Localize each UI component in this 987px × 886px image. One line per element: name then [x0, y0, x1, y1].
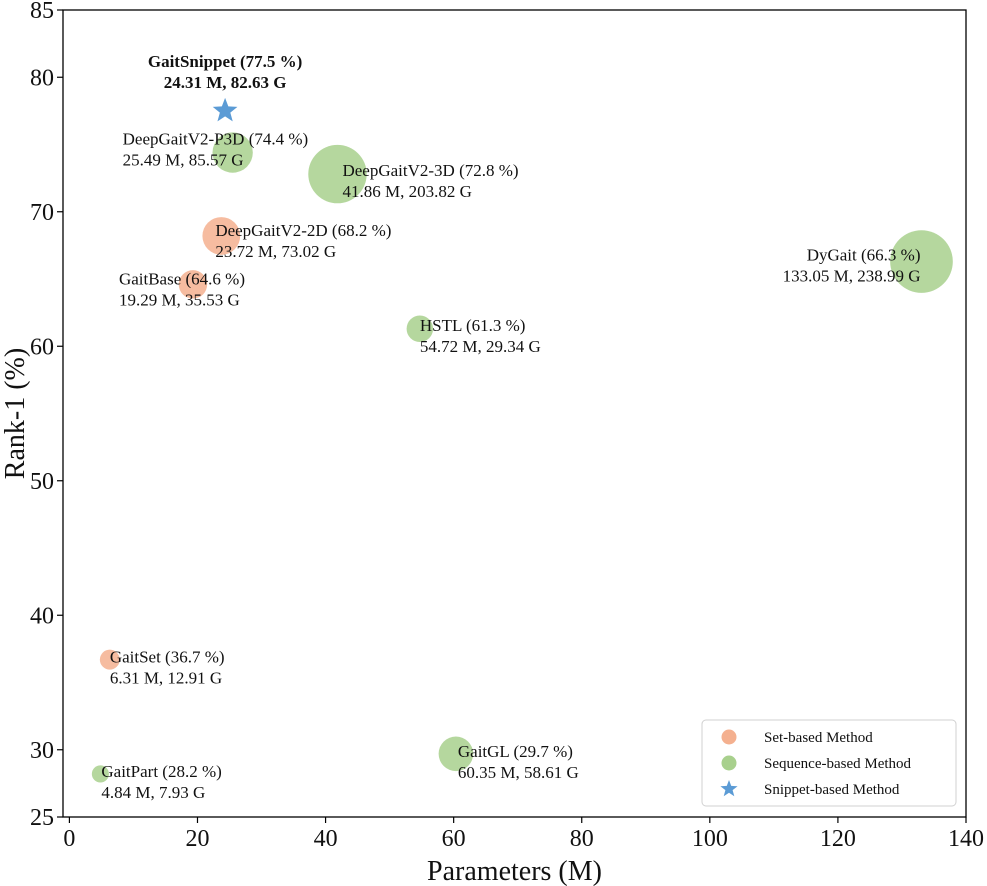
y-tick-label: 50 [30, 469, 54, 495]
point-label-name: GaitBase (64.6 %) [119, 269, 245, 288]
point-label-name: HSTL (61.3 %) [420, 316, 526, 335]
data-point [99, 649, 120, 670]
x-tick-label: 140 [948, 826, 984, 852]
point-label-stats: 41.86 M, 203.82 G [342, 182, 471, 201]
x-tick-label: 80 [570, 826, 594, 852]
legend: Set-based Method Sequence-based Method Sni… [701, 719, 957, 807]
legend-label: Snippet-based Method [764, 782, 900, 798]
legend-marker-star [720, 780, 738, 797]
point-label-stats: 4.84 M, 7.93 G [101, 783, 205, 802]
data-point [91, 765, 109, 783]
data-point [406, 315, 434, 343]
point-label-stats: 19.29 M, 35.53 G [119, 290, 240, 309]
y-tick-label: 80 [30, 65, 54, 91]
legend-box [701, 719, 957, 807]
legend-label: Set-based Method [764, 730, 873, 746]
y-tick-label: 30 [30, 738, 54, 764]
y-tick-label: 25 [30, 805, 54, 831]
plot-frame [62, 9, 967, 818]
data-point [308, 144, 367, 204]
points-layer [91, 97, 953, 783]
x-tick-label: 20 [185, 826, 209, 852]
annotation-layer: GaitSnippet (77.5 %) 24.31 M, 82.63 G Deep… [101, 52, 920, 802]
legend-label: Sequence-based Method [764, 756, 912, 772]
y-tick-label: 85 [30, 0, 54, 24]
data-point [178, 270, 208, 299]
y-tick-label: 60 [30, 334, 54, 360]
x-tick-label: 60 [442, 826, 466, 852]
point-label-name: GaitSet (36.7 %) [110, 648, 225, 667]
data-point [212, 132, 253, 173]
data-point [202, 217, 241, 255]
y-tick-label: 70 [30, 200, 54, 226]
axis-ticks: 0 20 40 60 80 100 120 140 25 30 40 50 60 70 80 85 [30, 0, 984, 852]
y-axis-label: Rank-1 (%) [0, 348, 31, 479]
x-tick-label: 100 [692, 826, 728, 852]
point-label-stats: 54.72 M, 29.34 G [420, 337, 541, 356]
x-tick-label: 40 [314, 826, 338, 852]
point-label-stats: 25.49 M, 85.57 G [123, 151, 244, 170]
x-tick-label: 0 [63, 826, 75, 852]
point-label-name: GaitSnippet (77.5 %) [148, 52, 302, 71]
data-point [890, 230, 953, 293]
point-label-name: GaitGL (29.7 %) [458, 742, 573, 761]
point-label-stats: 133.05 M, 238.99 G [783, 267, 921, 286]
y-tick-label: 40 [30, 603, 54, 629]
x-axis-label: Parameters (M) [427, 856, 602, 886]
point-label-name: DeepGaitV2-P3D (74.4 %) [123, 130, 309, 149]
data-point [438, 736, 474, 772]
legend-marker [721, 755, 737, 771]
point-label-name: DeepGaitV2-2D (68.2 %) [215, 221, 391, 240]
data-point-star [212, 97, 238, 122]
point-label-name: GaitPart (28.2 %) [101, 762, 221, 781]
point-label-stats: 23.72 M, 73.02 G [215, 242, 336, 261]
point-label-stats: 24.31 M, 82.63 G [164, 73, 287, 92]
x-tick-label: 120 [820, 826, 856, 852]
point-label-name: DeepGaitV2-3D (72.8 %) [342, 161, 518, 180]
point-label-stats: 6.31 M, 12.91 G [110, 669, 222, 688]
point-label-name: DyGait (66.3 %) [807, 246, 921, 265]
point-label-stats: 60.35 M, 58.61 G [458, 763, 579, 782]
legend-marker [721, 729, 737, 745]
